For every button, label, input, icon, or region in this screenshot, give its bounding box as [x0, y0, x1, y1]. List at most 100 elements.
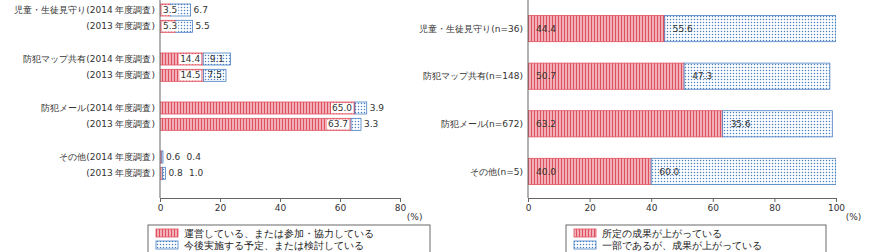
data-label-group: 40.0 — [536, 167, 556, 177]
data-label-group: 6.7 — [194, 5, 208, 15]
tick-label: 20 — [584, 203, 596, 213]
bar — [665, 16, 836, 42]
tick-label: 20 — [215, 203, 227, 213]
data-label: 7.5 — [208, 70, 222, 80]
data-label: 44.4 — [536, 24, 556, 34]
tick: 20 — [584, 198, 596, 213]
tick-mark — [651, 198, 652, 202]
data-label: 14.4 — [180, 54, 200, 64]
data-label: 55.6 — [673, 24, 693, 34]
data-labels: 3.56.75.35.514.49.114.57.565.03.963.73.3… — [162, 5, 384, 178]
tick-label: 40 — [275, 203, 287, 213]
tick: 0 — [158, 198, 164, 213]
tick-mark — [836, 198, 837, 202]
bar — [203, 53, 230, 65]
tick-mark — [220, 198, 221, 202]
label-box — [331, 103, 353, 113]
data-label: 50.7 — [536, 71, 556, 81]
data-label-group: 3.3 — [364, 119, 378, 129]
data-label: 14.5 — [180, 70, 200, 80]
category-label: 防犯マップ共有(2014 年度調査) — [23, 54, 155, 64]
data-label: 47.3 — [692, 71, 712, 81]
category-label: 防犯メール(n=672) — [441, 119, 523, 129]
x-axis: 020406080100 — [526, 198, 846, 213]
tick-mark — [590, 198, 591, 202]
data-label-group: 3.5 — [162, 5, 178, 15]
bar — [723, 111, 833, 137]
tick: 80 — [769, 198, 781, 213]
tick-mark — [528, 198, 529, 202]
tick-label: 80 — [769, 203, 781, 213]
tick-mark — [713, 198, 714, 202]
tick: 40 — [646, 198, 658, 213]
baseline — [160, 0, 161, 198]
canvas: 児童・生徒見守り(2014 年度調査)(2013 年度調査)防犯マップ共有(20… — [0, 0, 870, 252]
data-label-group: 65.0 — [331, 103, 353, 113]
tick: 0 — [526, 198, 532, 213]
label-box — [162, 21, 178, 31]
category-label: (2013 年度調査) — [86, 119, 155, 129]
bar — [351, 118, 361, 130]
tick-label: 0 — [526, 203, 532, 213]
data-label: 9.1 — [210, 54, 224, 64]
bar — [528, 63, 684, 89]
data-label-group: 35.6 — [731, 119, 751, 129]
data-label: 3.9 — [370, 103, 385, 113]
data-label-group: 1.0 — [189, 168, 204, 178]
data-label: 0.4 — [187, 152, 202, 162]
data-label-group: 14.4 — [179, 54, 201, 64]
legend-swatch — [574, 241, 596, 249]
data-label-group: 60.0 — [659, 167, 679, 177]
data-label: 5.3 — [163, 21, 177, 31]
bar — [176, 20, 193, 32]
data-label: 63.2 — [536, 119, 556, 129]
label-box — [179, 70, 201, 80]
bar — [160, 69, 204, 81]
data-label-group: 7.5 — [208, 70, 222, 80]
bar — [651, 158, 836, 184]
bar — [162, 167, 165, 179]
data-label-group: 0.8 — [168, 168, 183, 178]
legend-label: 所定の成果が上がっている — [602, 228, 722, 239]
category-label: (2013 年度調査) — [86, 21, 155, 31]
category-label: 防犯メール(2014 年度調査) — [41, 103, 155, 113]
legend-box — [566, 225, 826, 252]
data-label: 5.5 — [195, 21, 209, 31]
bar — [355, 102, 367, 114]
data-label-group: 0.6 — [166, 152, 181, 162]
axis-unit: (%) — [846, 212, 862, 222]
category-label: その他(2014 年度調査) — [59, 152, 155, 162]
category-label: (2013 年度調査) — [86, 70, 155, 80]
data-label: 6.7 — [194, 5, 208, 15]
label-box — [179, 54, 201, 64]
legend-label: 一部であるが、成果が上がっている — [602, 240, 762, 251]
tick: 40 — [275, 198, 287, 213]
data-label-group: 0.4 — [187, 152, 202, 162]
data-label: 35.6 — [731, 119, 751, 129]
data-label-group: 63.2 — [536, 119, 556, 129]
tick-label: 0 — [158, 203, 164, 213]
bar — [528, 16, 665, 42]
tick-mark — [160, 198, 161, 202]
axis-unit: (%) — [407, 212, 423, 222]
legend-swatch — [156, 241, 178, 249]
data-label: 40.0 — [536, 167, 556, 177]
legend-swatch — [574, 229, 596, 237]
tick-mark — [280, 198, 281, 202]
tick: 20 — [215, 198, 227, 213]
data-label-group: 5.5 — [195, 21, 209, 31]
axis-line — [529, 198, 837, 199]
chart: 児童・生徒見守り(n=36)防犯マップ共有(n=148)防犯メール(n=672)… — [419, 0, 861, 252]
plot-area — [528, 16, 836, 185]
chart: 児童・生徒見守り(2014 年度調査)(2013 年度調査)防犯マップ共有(20… — [14, 0, 430, 252]
data-label: 0.8 — [168, 168, 183, 178]
data-label-group: 47.3 — [692, 71, 712, 81]
x-axis: 020406080 — [158, 198, 407, 213]
bar — [160, 118, 351, 130]
data-label-group: 50.7 — [536, 71, 556, 81]
baseline — [528, 0, 529, 198]
tick-mark — [774, 198, 775, 202]
tick-label: 100 — [828, 203, 845, 213]
legend-swatch — [156, 229, 178, 237]
data-label: 65.0 — [332, 103, 352, 113]
